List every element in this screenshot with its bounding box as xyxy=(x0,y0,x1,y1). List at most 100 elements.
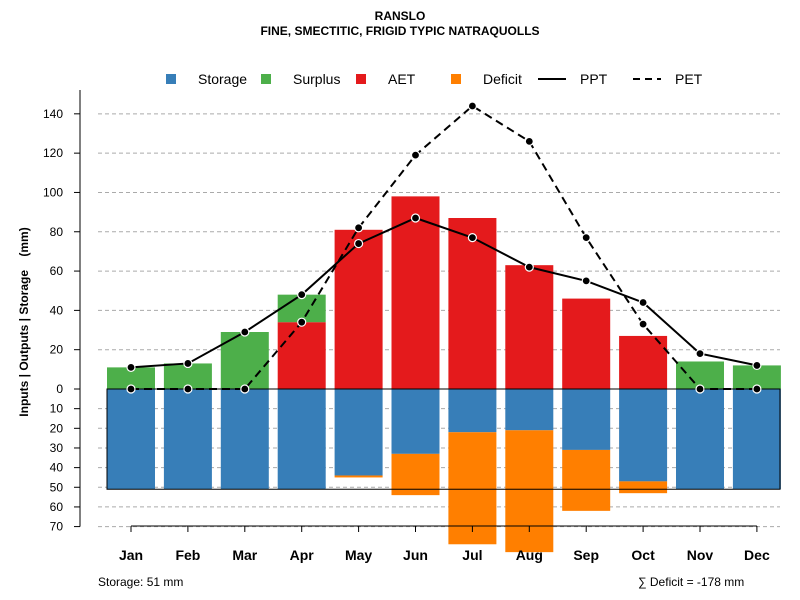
pet-line-point xyxy=(240,384,250,394)
ppt-line-point xyxy=(126,362,136,372)
ppt-line-point xyxy=(752,360,762,371)
ppt-line-point xyxy=(524,262,534,272)
y-tick-label: 40 xyxy=(50,461,64,475)
ppt-line-point xyxy=(695,349,705,359)
ppt-line-point xyxy=(638,297,648,308)
pet-line-point xyxy=(410,150,421,160)
pet-line-point xyxy=(752,384,762,394)
y-tick-label: 80 xyxy=(50,225,64,239)
legend-label: Deficit xyxy=(483,71,522,87)
storage-bar xyxy=(277,389,326,490)
pet-line-point xyxy=(581,233,591,243)
y-tick-label: 50 xyxy=(50,480,64,494)
storage-bar xyxy=(334,389,383,476)
x-tick-label: Jun xyxy=(403,547,428,563)
pet-line-point xyxy=(354,223,364,233)
pet-line-point xyxy=(297,317,307,327)
x-tick-label: Apr xyxy=(290,547,315,563)
x-tick-label: Oct xyxy=(631,547,655,563)
legend-label: AET xyxy=(388,71,416,87)
deficit-bar xyxy=(391,453,440,496)
aet-bar xyxy=(391,196,440,389)
aet-bar xyxy=(562,298,611,389)
legend-label: PET xyxy=(675,71,703,87)
storage-bar xyxy=(220,389,269,490)
legend: Storage Surplus AET Deficit PPT PET xyxy=(166,71,703,87)
storage-bar xyxy=(448,389,497,433)
pet-line-point xyxy=(524,136,534,146)
legend-label: Surplus xyxy=(293,71,340,87)
deficit-bar xyxy=(334,475,383,478)
aet-bar xyxy=(277,322,326,389)
y-tick-label: 60 xyxy=(50,264,64,278)
ppt-line xyxy=(130,216,758,369)
x-tick-label: Mar xyxy=(232,547,257,563)
aet-bar xyxy=(334,229,383,389)
ppt-line-point xyxy=(354,238,364,249)
x-tick-label: Feb xyxy=(175,547,200,563)
legend-label: Storage xyxy=(198,71,247,87)
ppt-line-point xyxy=(297,290,307,300)
x-tick-label: Jan xyxy=(119,547,143,563)
legend-swatch xyxy=(166,74,176,84)
x-tick-label: Jul xyxy=(462,547,482,563)
y-tick-label: 20 xyxy=(50,421,64,435)
y-axis-label: Inputs | Outputs | Storage (mm) xyxy=(17,227,31,416)
storage-bar xyxy=(505,389,554,431)
pet-line xyxy=(131,104,757,390)
ppt-line-point xyxy=(467,233,477,243)
storage-bar xyxy=(163,389,212,490)
storage-capacity-box xyxy=(106,388,781,490)
storage-bar xyxy=(562,389,611,450)
storage-bar xyxy=(107,389,155,490)
deficit-annotation: ∑ Deficit = -178 mm xyxy=(638,575,745,589)
ppt-line-point xyxy=(183,358,193,369)
bars xyxy=(107,196,781,553)
y-tick-label: 100 xyxy=(43,185,63,199)
deficit-bar xyxy=(505,430,554,553)
x-tick-label: Dec xyxy=(744,547,770,563)
series-lines xyxy=(126,101,762,394)
chart-subtitle: FINE, SMECTITIC, FRIGID TYPIC NATRAQUOLL… xyxy=(260,24,540,38)
chart-title: RANSLO xyxy=(374,9,426,23)
y-tick-label: 20 xyxy=(50,343,64,357)
deficit-bar xyxy=(619,481,668,494)
legend-swatch xyxy=(451,74,461,84)
y-tick-label: 140 xyxy=(43,107,63,121)
y-tick-label: 10 xyxy=(50,402,64,416)
y-tick-label: 30 xyxy=(50,441,64,455)
legend-label: PPT xyxy=(580,71,608,87)
y-tick-label: 120 xyxy=(43,146,63,160)
aet-bar xyxy=(505,265,554,389)
storage-bar xyxy=(619,389,668,482)
ppt-line-point xyxy=(410,213,421,223)
ppt-line-point xyxy=(240,327,250,337)
x-tick-label: Aug xyxy=(516,547,543,563)
storage-annotation: Storage: 51 mm xyxy=(98,575,184,589)
y-tick-label: 70 xyxy=(50,520,64,534)
storage-bar xyxy=(732,389,781,490)
pet-line-point xyxy=(695,384,705,394)
legend-swatch xyxy=(356,74,366,84)
storage-bar xyxy=(391,389,440,454)
ppt-line-point xyxy=(581,276,591,286)
axes: 0 20 40 60 80 100 120 140 10 20 30 40 50 60 70 Inputs |… xyxy=(17,90,781,563)
y-tick-label: 0 xyxy=(56,382,63,396)
surplus-bar xyxy=(107,367,155,389)
surplus-bar xyxy=(732,365,781,389)
aet-bar xyxy=(619,335,668,389)
x-tick-label: Nov xyxy=(687,547,714,563)
y-tick-label: 40 xyxy=(50,303,64,317)
pet-line-point xyxy=(183,384,193,394)
pet-line-point xyxy=(638,319,648,329)
aet-bar xyxy=(448,218,497,389)
legend-swatch xyxy=(261,74,271,84)
x-tick-label: Sep xyxy=(573,547,599,563)
y-tick-label: 60 xyxy=(50,500,64,514)
pet-line-point xyxy=(467,101,477,111)
deficit-bar xyxy=(562,449,611,511)
storage-bar xyxy=(676,389,724,490)
x-tick-label: May xyxy=(345,547,372,563)
pet-line-point xyxy=(126,384,136,394)
